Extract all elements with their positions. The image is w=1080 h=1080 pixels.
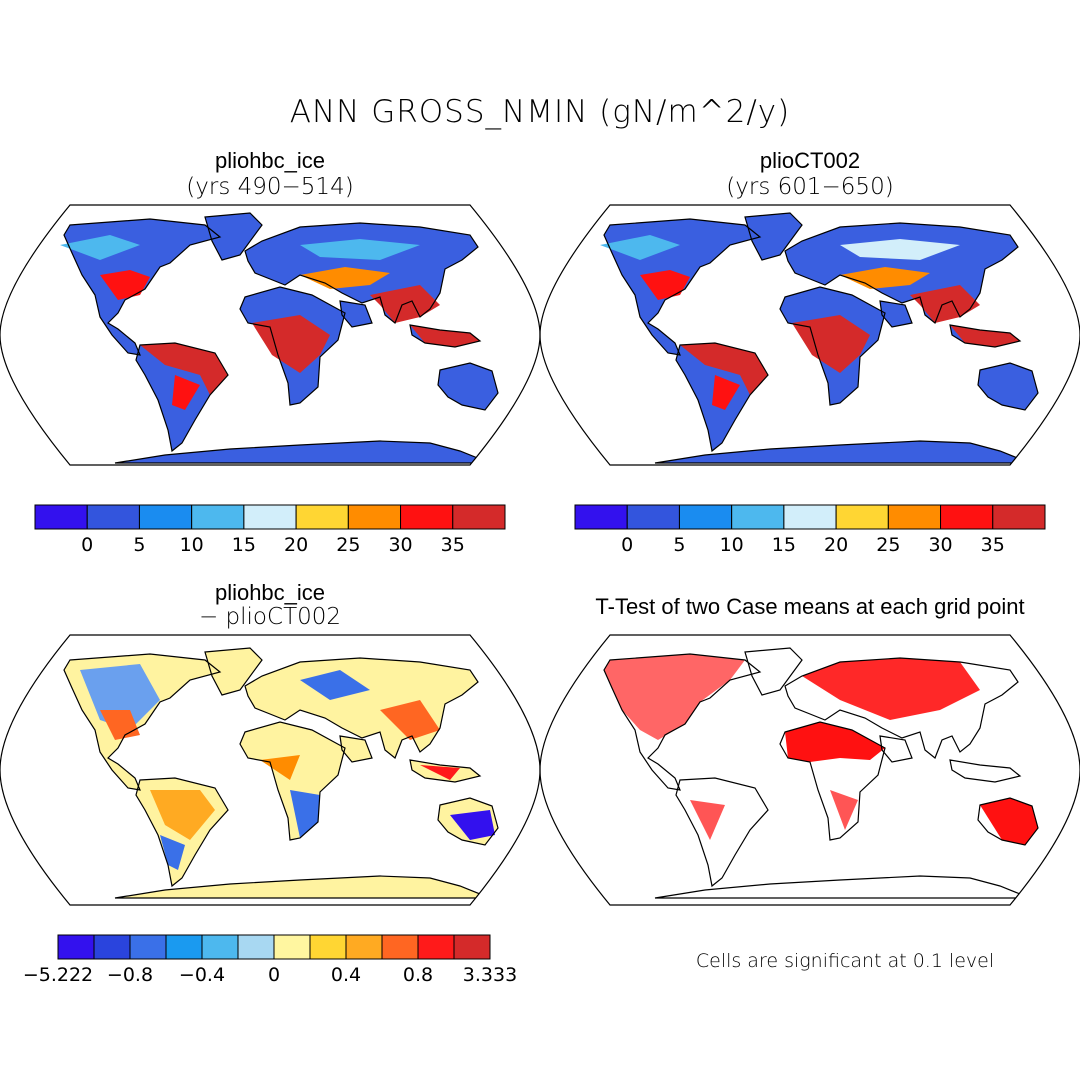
colorbar-tick-label: 3.333: [463, 964, 517, 986]
colorbar-swatch: [86, 504, 140, 530]
colorbar-tick-label: 25: [336, 534, 360, 556]
colorbar-swatch: [453, 934, 491, 960]
significance-note: Cells are significant at 0.1 level: [695, 950, 995, 972]
colorbar-swatch: [626, 504, 680, 530]
colorbar-panel-2: 0 5 10 15 20 25 30 35: [574, 504, 1046, 556]
colorbar-swatch: [940, 504, 994, 530]
colorbar-tick-label: −0.8: [107, 964, 153, 986]
colorbar-swatch: [201, 934, 239, 960]
colorbar-swatch: [678, 504, 733, 530]
colorbar-tick-label: 10: [720, 534, 744, 556]
colorbar-swatch: [309, 934, 347, 960]
panel2-subtitle: (yrs 601−650): [726, 174, 894, 200]
colorbar-panel-1: 0 5 10 15 20 25 30 35: [34, 504, 506, 556]
map-panel-3: [63, 647, 499, 899]
colorbar-swatch: [400, 504, 454, 530]
colorbar-tick-label: −0.4: [179, 964, 225, 986]
colorbar-tick-label: 35: [981, 534, 1005, 556]
colorbar-swatch: [237, 934, 275, 960]
panel3-title: pliohbc_ice: [214, 580, 326, 605]
colorbar-swatch: [138, 504, 193, 530]
colorbar-swatch: [129, 934, 167, 960]
colorbar-tick-label: 15: [232, 534, 256, 556]
colorbar-swatch: [381, 934, 419, 960]
colorbar-swatch: [783, 504, 837, 530]
map-panel-2: [600, 212, 1039, 464]
panel1-title: pliohbc_ice: [214, 148, 326, 173]
colorbar-tick-label: 10: [180, 534, 204, 556]
colorbar-tick-label: 5: [673, 534, 685, 556]
colorbar-panel-3: −5.222 −0.8 −0.4 0 0.4 0.8 3.333: [23, 934, 517, 986]
colorbar-tick-label: 5: [133, 534, 145, 556]
colorbar-swatch: [191, 504, 245, 530]
colorbar-tick-label: 0: [268, 964, 280, 986]
panel4-title: T-Test of two Case means at each grid po…: [595, 594, 1025, 619]
colorbar-tick-label: 0.8: [403, 964, 433, 986]
colorbar-tick-label: 30: [928, 534, 952, 556]
colorbar-swatch: [34, 504, 88, 530]
colorbar-tick-label: 20: [284, 534, 308, 556]
map-panel-4: [603, 647, 1039, 899]
colorbar-tick-label: 0: [621, 534, 633, 556]
colorbar-tick-label: 20: [824, 534, 848, 556]
colorbar-tick-label: 0: [81, 534, 93, 556]
colorbar-swatch: [452, 504, 506, 530]
colorbar-tick-label: 15: [772, 534, 796, 556]
panel3-subtitle: − plioCT002: [198, 604, 342, 630]
panel2-title: plioCT002: [759, 148, 861, 173]
colorbar-swatch: [835, 504, 889, 530]
colorbar-tick-label: 25: [876, 534, 900, 556]
colorbar-swatch: [345, 934, 383, 960]
main-title: ANN GROSS_NMIN (gN/m^2/y): [289, 94, 791, 130]
colorbar-swatch: [992, 504, 1046, 530]
colorbar-swatch: [731, 504, 785, 530]
colorbar-tick-label: 35: [441, 534, 465, 556]
colorbar-swatch: [273, 934, 311, 960]
colorbar-tick-label: 0.4: [331, 964, 361, 986]
colorbar-swatch: [417, 934, 455, 960]
colorbar-swatch: [574, 504, 628, 530]
colorbar-swatch: [57, 934, 95, 960]
colorbar-swatch: [295, 504, 349, 530]
map-panel-1: [60, 212, 499, 464]
colorbar-swatch: [93, 934, 131, 960]
colorbar-swatch: [243, 504, 297, 530]
colorbar-tick-label: −5.222: [23, 964, 93, 986]
colorbar-swatch: [887, 504, 942, 530]
colorbar-tick-label: 30: [388, 534, 412, 556]
colorbar-swatch: [165, 934, 203, 960]
colorbar-swatch: [347, 504, 402, 530]
panel1-subtitle: (yrs 490−514): [186, 174, 354, 200]
